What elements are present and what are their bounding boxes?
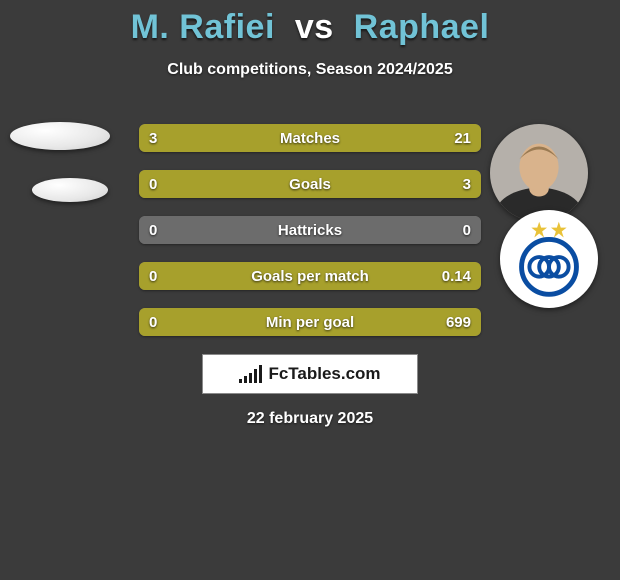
logo-text: FcTables.com <box>268 364 380 384</box>
page-title: M. Rafiei vs Raphael <box>0 8 620 47</box>
stat-right-segment <box>139 308 481 336</box>
club-badge-icon <box>500 210 598 308</box>
stat-right-segment <box>139 262 481 290</box>
stat-row: Matches321 <box>139 124 481 152</box>
player1-badge-placeholder <box>32 178 108 202</box>
player2-club-badge <box>500 210 598 308</box>
stat-row: Goals per match00.14 <box>139 262 481 290</box>
stat-right-segment <box>139 170 481 198</box>
stat-right-segment <box>310 216 481 244</box>
stat-left-segment <box>139 216 310 244</box>
logo-bars-icon <box>239 365 262 383</box>
stat-left-segment <box>139 124 182 152</box>
player1-avatar-placeholder <box>10 122 110 150</box>
stats-section: Matches321 Goals03 Hattricks00 Goals per ma… <box>139 124 481 354</box>
player2-avatar <box>490 124 588 222</box>
stat-right-segment <box>182 124 481 152</box>
date-text: 22 february 2025 <box>0 410 620 428</box>
stat-row: Min per goal0699 <box>139 308 481 336</box>
player2-name: Raphael <box>354 8 490 46</box>
subtitle: Club competitions, Season 2024/2025 <box>0 61 620 79</box>
player1-name: M. Rafiei <box>131 8 275 46</box>
stat-row: Hattricks00 <box>139 216 481 244</box>
vs-text: vs <box>295 8 334 46</box>
stat-row: Goals03 <box>139 170 481 198</box>
fctables-logo: FcTables.com <box>202 354 418 394</box>
comparison-card: M. Rafiei vs Raphael Club competitions, … <box>0 0 620 580</box>
person-icon <box>490 124 588 222</box>
